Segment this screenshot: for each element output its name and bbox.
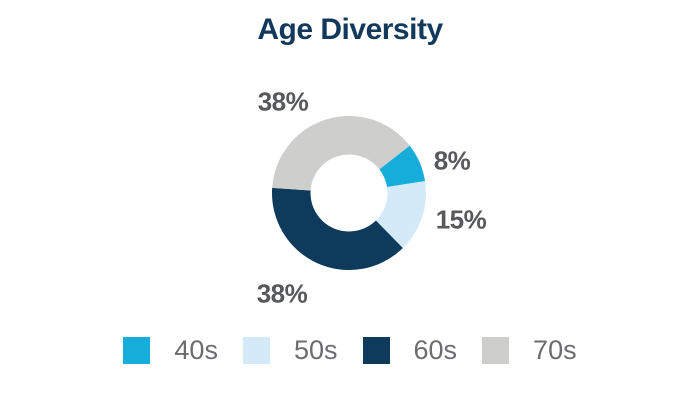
donut-slice-70s	[272, 116, 410, 191]
legend-label-70s: 70s	[533, 335, 577, 365]
legend-item-40s: 40s	[123, 337, 218, 364]
legend-swatch-70s	[482, 337, 510, 364]
legend-swatch-50s	[242, 337, 270, 364]
legend-item-60s: 60s	[362, 335, 458, 365]
legend-swatch-40s	[123, 337, 151, 364]
donut-chart	[272, 116, 426, 270]
legend-item-70s: 70s	[482, 337, 577, 364]
legend-swatch-60s	[362, 337, 390, 364]
slice-label-40s: 8%	[433, 145, 471, 176]
chart-title: Age Diversity	[257, 13, 443, 46]
slice-label-60s: 38%	[256, 278, 308, 309]
donut-slice-40s	[379, 145, 426, 188]
donut-slice-50s	[375, 181, 426, 249]
legend-label-50s: 50s	[293, 335, 338, 365]
slice-label-50s: 15%	[435, 204, 487, 235]
legend-label-60s: 60s	[413, 335, 458, 365]
donut-slice-60s	[272, 187, 403, 270]
legend: 40s 50s 60s 70s	[0, 337, 700, 364]
legend-item-50s: 50s	[242, 335, 338, 365]
slice-label-70s: 38%	[257, 86, 309, 117]
legend-label-40s: 40s	[174, 335, 218, 365]
